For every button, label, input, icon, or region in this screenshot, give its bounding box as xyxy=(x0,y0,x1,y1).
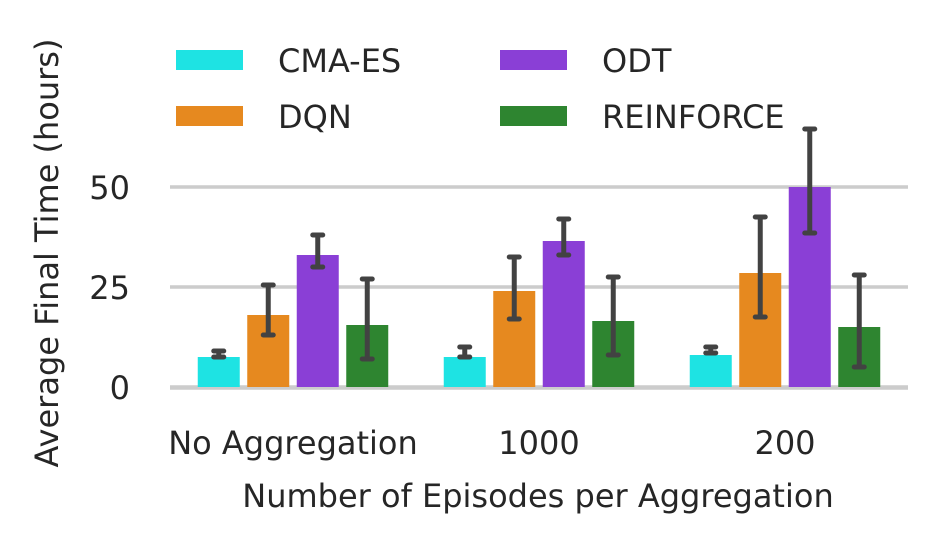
y-tick-label: 25 xyxy=(89,269,130,307)
legend-label-cma-es: CMA-ES xyxy=(278,42,401,80)
legend-label-reinforce: REINFORCE xyxy=(602,98,785,136)
legend-swatch-odt xyxy=(500,50,567,70)
bar-odt-2 xyxy=(542,241,585,387)
x-tick-label: 200 xyxy=(754,424,815,462)
error-bars xyxy=(211,126,867,370)
x-tick-label: 1000 xyxy=(498,424,579,462)
gridlines xyxy=(170,185,908,390)
x-axis-label: Number of Episodes per Aggregation xyxy=(242,477,833,515)
tick-labels: 0 25 50 No Aggregation 1000 200 xyxy=(89,169,815,462)
bar-cma-es-3 xyxy=(689,355,732,387)
x-tick-label: No Aggregation xyxy=(168,424,418,462)
bar-cma-es-1 xyxy=(197,357,240,387)
legend-label-odt: ODT xyxy=(602,42,672,80)
legend-swatch-cma-es xyxy=(176,50,243,70)
bar-odt-1 xyxy=(296,255,339,387)
legend: CMA-ES DQN ODT REINFORCE xyxy=(176,42,785,136)
y-tick-label: 0 xyxy=(110,369,130,407)
y-tick-label: 50 xyxy=(89,169,130,207)
bars xyxy=(197,187,881,387)
y-axis-label: Average Final Time (hours) xyxy=(28,39,66,468)
legend-swatch-dqn xyxy=(176,106,243,126)
legend-swatch-reinforce xyxy=(500,106,567,126)
legend-label-dqn: DQN xyxy=(278,98,352,136)
bar-cma-es-2 xyxy=(443,357,486,387)
